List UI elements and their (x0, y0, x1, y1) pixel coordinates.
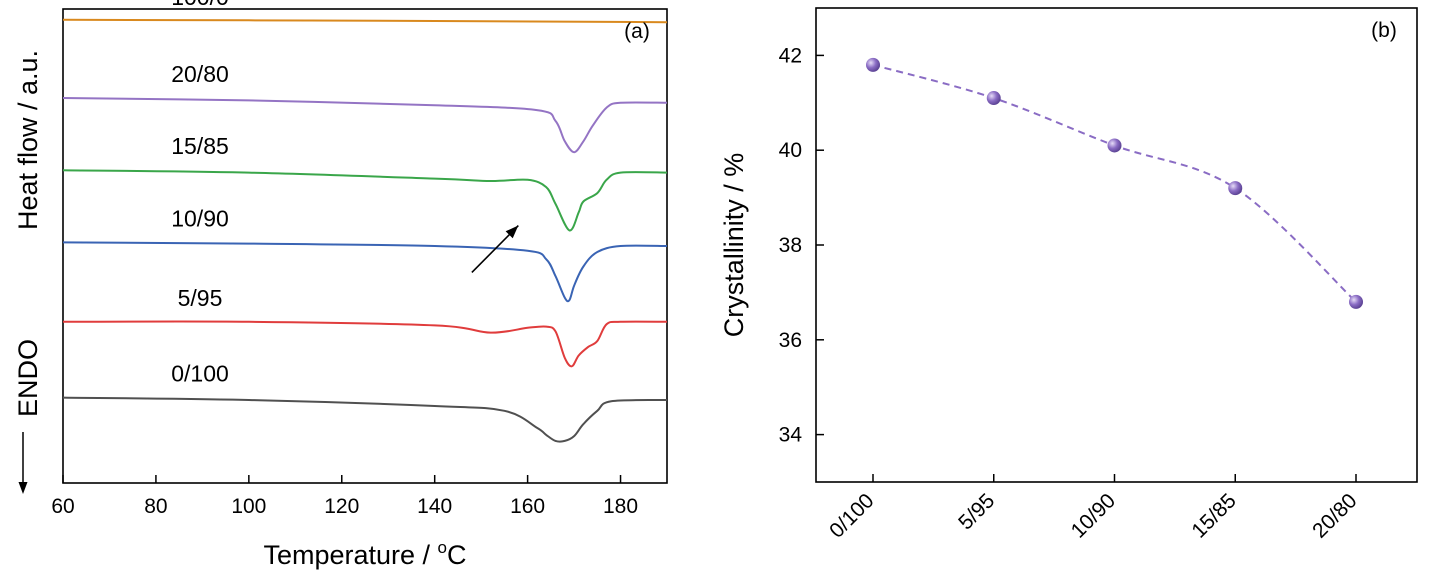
panel-a-x-axis-title: Temperature / oC (263, 538, 466, 570)
curve-100-0 (62, 18, 668, 24)
panel-a-dsc-curves: 60 80 100 120 140 160 180 100/0 20/80 15/85 10/90… (13, 0, 668, 570)
crystallinity-point-10-90 (1107, 138, 1122, 153)
panel-b-crystallinity: 34 36 38 40 42 0/100 5/95 10/90 15/85 20/80 (b) C… (719, 7, 1418, 543)
curve-label-20-80: 20/80 (171, 61, 229, 87)
panel-a-label: (a) (624, 20, 650, 43)
b-y-tick-label-42: 42 (779, 44, 802, 67)
curve-label-100-0: 100/0 (171, 0, 229, 10)
a-x-tick-label-180: 180 (603, 495, 638, 518)
b-y-tick-label-38: 38 (779, 234, 802, 257)
crystallinity-points (866, 57, 1363, 309)
curve-label-5-95: 5/95 (178, 285, 223, 311)
curve-label-15-85: 15/85 (171, 133, 229, 159)
a-x-tick-label-60: 60 (51, 495, 74, 518)
crystallinity-point-5-95 (986, 91, 1001, 106)
panel-a-curve-labels: 100/0 20/80 15/85 10/90 5/95 0/100 (171, 0, 229, 387)
crystallinity-point-0-100 (866, 57, 880, 72)
a-x-tick-label-80: 80 (144, 495, 167, 518)
b-y-tick-label-36: 36 (779, 329, 802, 352)
curve-5-95 (62, 320, 668, 368)
endo-label: ENDO (13, 339, 43, 417)
trend-arrow-head (505, 225, 519, 239)
crystallinity-trend-line (872, 63, 1357, 303)
panel-a-y-axis-title: Heat flow / a.u. (13, 50, 43, 230)
b-x-tick-label-0-100: 0/100 (825, 489, 878, 542)
b-x-tick-label-5-95: 5/95 (954, 489, 999, 534)
panel-b-label: (b) (1371, 19, 1397, 42)
panel-a-x-ticks: 60 80 100 120 140 160 180 (51, 475, 638, 518)
curve-10-90 (62, 241, 668, 303)
a-x-tick-label-120: 120 (324, 495, 359, 518)
curve-15-85 (62, 169, 668, 232)
panel-b-y-axis-title: Crystallinity / % (719, 153, 749, 338)
crystallinity-point-15-85 (1228, 181, 1243, 196)
a-x-tick-label-140: 140 (417, 495, 452, 518)
crystallinity-point-20-80 (1349, 294, 1363, 309)
panel-a-curves (62, 18, 668, 443)
curve-label-0-100: 0/100 (171, 361, 229, 387)
b-y-tick-label-34: 34 (779, 424, 803, 447)
a-x-tick-label-100: 100 (231, 495, 266, 518)
b-x-tick-label-20-80: 20/80 (1308, 489, 1361, 542)
b-x-tick-label-15-85: 15/85 (1187, 489, 1240, 542)
b-y-tick-label-40: 40 (779, 139, 802, 162)
panel-a-frame (62, 8, 668, 484)
endo-arrow-head (18, 482, 28, 494)
panel-b-frame (815, 7, 1418, 483)
curve-0-100 (62, 396, 668, 443)
curve-label-10-90: 10/90 (171, 205, 229, 231)
panel-b-ticks: 34 36 38 40 42 0/100 5/95 10/90 15/85 20/80 (779, 44, 1362, 542)
curve-20-80 (62, 97, 668, 154)
b-x-tick-label-10-90: 10/90 (1067, 489, 1120, 542)
a-x-tick-label-160: 160 (510, 495, 545, 518)
